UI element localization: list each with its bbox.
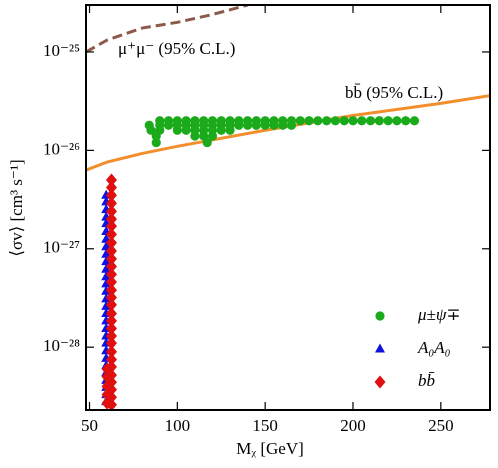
point: [202, 137, 212, 148]
point: [225, 125, 235, 135]
point: [105, 283, 117, 297]
y-tick-label: 10⁻²⁵: [43, 41, 80, 60]
point: [365, 116, 376, 126]
point: [190, 131, 200, 141]
line-label: μ⁺μ⁻ (95% C.L.): [118, 39, 235, 58]
point: [374, 116, 384, 126]
point: [105, 345, 117, 359]
legend-label: bb̄: [418, 371, 435, 390]
point: [105, 275, 117, 289]
x-tick-label: 150: [252, 416, 278, 435]
point: [322, 116, 332, 126]
plot-frame: [85, 4, 491, 411]
point: [243, 120, 253, 130]
point: [105, 219, 117, 233]
point: [101, 263, 112, 273]
x-axis-label: Mᵪ [GeV]: [236, 439, 304, 458]
point: [105, 321, 117, 335]
point: [401, 116, 411, 126]
point: [105, 196, 117, 210]
point: [105, 173, 117, 187]
point: [251, 120, 261, 130]
point: [101, 271, 112, 281]
point: [105, 329, 117, 343]
legend-label: μ±ψ∓: [417, 305, 461, 324]
point: [105, 252, 117, 266]
point: [105, 244, 117, 258]
point: [101, 396, 113, 410]
point: [105, 314, 117, 328]
x-tick-label: 50: [81, 416, 98, 435]
point: [105, 212, 117, 226]
y-tick-label: 10⁻²⁷: [43, 238, 80, 257]
legend-label: A₀A₀: [417, 338, 451, 357]
point: [260, 120, 270, 130]
point: [101, 370, 113, 384]
x-tick-label: 250: [428, 416, 454, 435]
point: [304, 116, 314, 126]
point: [101, 379, 113, 393]
line: [86, 94, 490, 172]
point: [105, 204, 117, 218]
point: [295, 116, 305, 126]
point: [330, 116, 341, 126]
x-tick-label: 200: [340, 416, 366, 435]
point: [163, 120, 174, 130]
point: [313, 116, 323, 126]
y-tick-label: 10⁻²⁸: [43, 336, 80, 355]
point: [181, 125, 191, 135]
point: [105, 188, 117, 202]
point: [105, 298, 117, 312]
point: [357, 116, 367, 126]
point: [151, 137, 161, 148]
point: [101, 256, 112, 266]
legend-marker: [375, 343, 385, 353]
legend-marker: [375, 311, 385, 321]
point: [216, 125, 226, 135]
point: [105, 180, 117, 194]
point: [286, 120, 297, 130]
point: [234, 120, 244, 130]
point: [101, 362, 113, 376]
point: [105, 352, 117, 366]
point: [105, 236, 117, 250]
point: [105, 267, 117, 281]
point: [383, 116, 393, 126]
point: [101, 388, 113, 402]
y-axis-label: ⟨σv⟩ [cm³ s⁻¹]: [7, 159, 26, 256]
point: [101, 248, 112, 258]
point: [339, 116, 349, 126]
point: [172, 125, 182, 135]
y-tick-label: 10⁻²⁶: [43, 139, 80, 158]
point: [269, 120, 279, 130]
point: [278, 120, 288, 130]
plot-area: [86, 5, 490, 410]
line: [86, 5, 248, 54]
x-tick-label: 100: [165, 416, 191, 435]
point: [392, 116, 402, 126]
point: [105, 227, 117, 241]
point: [151, 131, 161, 141]
point: [207, 131, 218, 141]
point: [105, 306, 117, 320]
point: [409, 116, 420, 126]
point: [105, 290, 117, 304]
point: [348, 116, 358, 126]
point: [105, 336, 117, 350]
line-label: bb̄ (95% C.L.): [345, 83, 443, 102]
point: [105, 260, 117, 274]
legend-marker: [374, 375, 386, 389]
